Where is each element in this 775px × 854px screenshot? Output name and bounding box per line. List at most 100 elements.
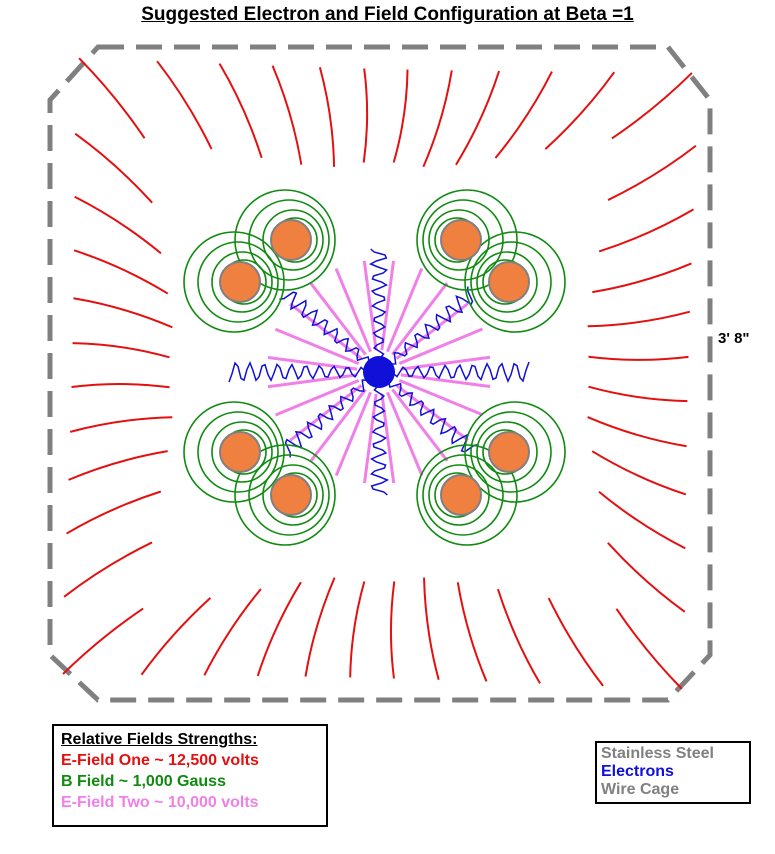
- e-field-one-line: [362, 68, 369, 163]
- steel-rod: [270, 219, 312, 261]
- e-field-one-line: [544, 71, 616, 150]
- b-field-coil: [248, 454, 330, 536]
- b-field-coil: [262, 209, 324, 271]
- e-field-one-line: [218, 63, 263, 159]
- b-field-coil: [422, 199, 504, 281]
- b-field-coil: [211, 421, 273, 483]
- e-field-one-line: [203, 588, 262, 676]
- e-field-one-line: [72, 342, 170, 359]
- electron-cluster: [363, 356, 395, 388]
- b-field-coils: [183, 189, 566, 546]
- legend-stainless-steel: Stainless Steel: [601, 745, 714, 762]
- electron-paths: [228, 248, 530, 496]
- stainless-steel-rods: [219, 219, 530, 516]
- e-field-two-line: [362, 260, 378, 351]
- e-field-two-line: [395, 302, 469, 360]
- e-field-one-line: [598, 208, 694, 253]
- diagram-title: Suggested Electron and Field Configurati…: [141, 4, 634, 25]
- e-field-two-line: [267, 373, 358, 389]
- legend-b-field: B Field ~ 1,000 Gauss: [61, 773, 226, 790]
- steel-rod: [219, 261, 261, 303]
- e-field-two-line: [309, 282, 367, 356]
- b-field-coil: [470, 241, 552, 323]
- e-field-one-line: [73, 297, 173, 329]
- field-strength-legend: Relative Fields Strengths: E-Field One ~…: [52, 724, 328, 827]
- e-field-one-line: [592, 262, 692, 294]
- electron-path: [228, 360, 380, 383]
- e-field-two-line: [398, 327, 484, 365]
- e-field-one-line: [73, 249, 169, 295]
- e-field-one-line: [304, 577, 336, 677]
- material-legend: Stainless Steel Electrons Wire Cage: [595, 741, 751, 804]
- electron-path: [377, 371, 479, 453]
- legend-wire-cage: Wire Cage: [601, 781, 680, 798]
- e-field-two-line: [386, 267, 424, 353]
- steel-rod: [488, 431, 530, 473]
- e-field-one-line: [140, 597, 212, 676]
- e-field-one-line: [611, 72, 693, 140]
- e-field-one-line: [615, 608, 683, 690]
- e-field-one-line: [74, 132, 153, 204]
- legend-e-field-two: E-Field Two ~ 10,000 volts: [61, 794, 259, 811]
- electron-path: [378, 361, 530, 384]
- electron-path: [368, 248, 389, 373]
- steel-rod: [488, 261, 530, 303]
- e-field-one-line: [607, 144, 697, 201]
- steel-rod: [219, 431, 261, 473]
- electron-path: [279, 291, 381, 373]
- e-field-one-line: [588, 355, 689, 361]
- electron-path: [284, 369, 380, 458]
- e-field-one-line: [68, 450, 168, 481]
- b-field-coil: [470, 411, 552, 493]
- e-field-two-line: [334, 267, 372, 353]
- e-field-one-line: [74, 195, 162, 255]
- b-field-coil: [183, 231, 285, 333]
- e-field-two-line: [386, 391, 424, 477]
- e-field-one-line: [494, 71, 553, 159]
- e-field-two-line: [400, 373, 491, 389]
- e-field-one-line: [271, 65, 303, 165]
- e-field-one-line: [591, 450, 687, 496]
- e-field-one-line: [156, 60, 213, 150]
- b-field-coil: [183, 401, 285, 503]
- legend-heading: Relative Fields Strengths:: [61, 731, 258, 748]
- e-field-two-line: [380, 393, 396, 484]
- e-field-one-line: [422, 70, 453, 168]
- legend-electrons: Electrons: [601, 763, 674, 780]
- wire-cage: [47, 44, 713, 703]
- electron-path: [369, 371, 390, 496]
- e-field-two-line: [274, 327, 360, 365]
- e-field-one-line: [587, 310, 691, 328]
- e-field-one-line: [392, 69, 409, 163]
- e-field-one-line: [587, 416, 687, 448]
- e-field-two-line: [400, 355, 491, 371]
- e-field-one-line: [78, 57, 146, 139]
- e-field-two-line: [274, 379, 360, 417]
- b-field-coil: [416, 189, 518, 291]
- e-field-one-line: [256, 581, 302, 677]
- b-field-coil: [248, 199, 330, 281]
- b-field-coil: [262, 464, 324, 526]
- e-field-one-line: [69, 416, 173, 433]
- electron-path: [378, 286, 474, 375]
- e-field-one-line: [349, 581, 366, 678]
- b-field-coil: [464, 401, 566, 503]
- e-field-two-line: [380, 260, 396, 351]
- steel-rod: [440, 219, 482, 261]
- e-field-one-line: [607, 542, 686, 613]
- b-field-coil: [476, 421, 538, 483]
- e-field-two-line: [334, 391, 372, 477]
- b-field-coil: [234, 444, 336, 546]
- b-field-coil: [416, 444, 518, 546]
- e-field-one-lines: [62, 57, 697, 690]
- e-field-one-line: [71, 383, 170, 389]
- e-field-one-line: [389, 581, 396, 679]
- b-field-coil: [211, 251, 273, 313]
- b-field-coil: [234, 189, 336, 291]
- b-field-coil: [197, 411, 279, 493]
- b-field-coil: [464, 231, 566, 333]
- e-field-two-line: [267, 355, 358, 371]
- steel-rod: [270, 474, 312, 516]
- e-field-two-line: [398, 379, 484, 417]
